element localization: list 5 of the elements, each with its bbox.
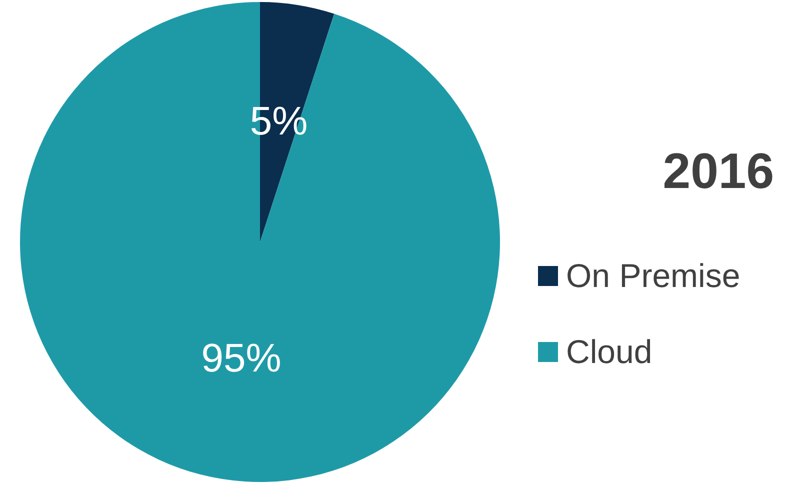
legend-label: Cloud (566, 333, 652, 371)
text: 2016 (662, 142, 774, 200)
data-label: 95% (201, 336, 282, 381)
legend-label: On Premise (566, 257, 740, 295)
data-label: 5% (250, 100, 308, 144)
